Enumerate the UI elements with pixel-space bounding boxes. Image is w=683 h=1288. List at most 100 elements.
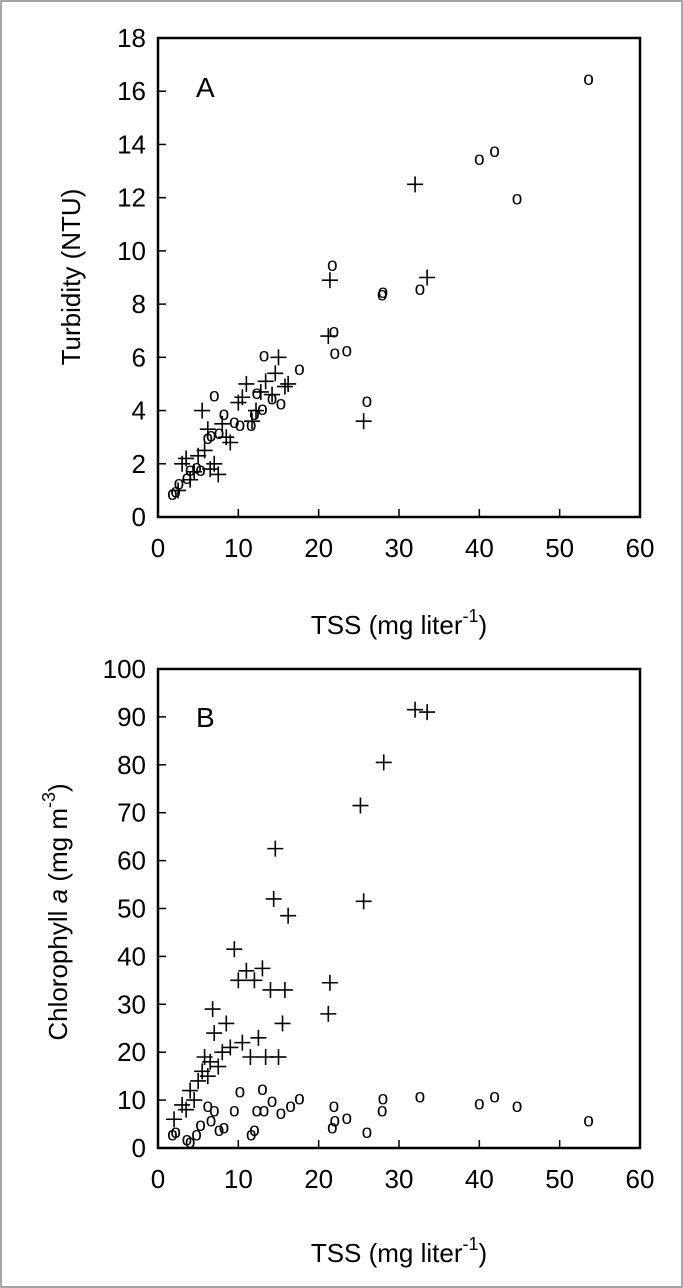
- data-point-circle: o: [229, 412, 240, 433]
- data-point-plus: [214, 415, 231, 432]
- data-point-plus: [234, 389, 251, 406]
- data-point-circle: o: [252, 383, 263, 404]
- y-tick-label: 10: [117, 236, 146, 266]
- x-tick-label: 60: [626, 533, 655, 563]
- data-point-circle: o: [206, 1110, 217, 1131]
- data-point-plus: [222, 434, 239, 451]
- data-point-circle: o: [489, 1086, 500, 1107]
- data-point-plus: [190, 1072, 207, 1089]
- data-point-plus: [320, 328, 337, 345]
- data-point-circle: o: [489, 141, 500, 162]
- data-point-plus: [230, 972, 247, 989]
- data-point-plus: [182, 471, 199, 488]
- data-point-plus: [407, 701, 424, 718]
- data-point-circle: o: [294, 1089, 305, 1110]
- data-point-plus: [375, 754, 392, 771]
- data-point-circle: o: [415, 279, 426, 300]
- data-point-plus: [222, 1039, 239, 1056]
- data-point-circle: o: [185, 1132, 196, 1153]
- data-point-circle: o: [185, 460, 196, 481]
- data-point-circle: o: [191, 457, 202, 478]
- data-point-plus: [178, 450, 195, 467]
- data-point-circle: o: [294, 359, 305, 380]
- data-point-circle: o: [170, 1122, 181, 1143]
- y-tick-label: 4: [132, 396, 146, 426]
- y-tick-label: 40: [117, 941, 146, 971]
- panel-label: B: [196, 702, 215, 733]
- x-tick-label: 40: [465, 533, 494, 563]
- data-point-plus: [170, 482, 187, 499]
- data-point-plus: [238, 962, 255, 979]
- data-point-plus: [210, 466, 227, 483]
- x-tick-label: 60: [626, 1164, 655, 1194]
- data-point-plus: [196, 442, 213, 459]
- data-point-plus: [265, 890, 282, 907]
- data-point-plus: [252, 383, 269, 400]
- data-point-plus: [186, 463, 203, 480]
- data-point-circle: o: [259, 346, 270, 367]
- data-point-plus: [218, 1015, 235, 1032]
- data-point-plus: [254, 960, 271, 977]
- data-point-plus: [174, 1096, 191, 1113]
- y-tick-label: 20: [117, 1037, 146, 1067]
- data-point-circle: o: [377, 284, 388, 305]
- data-point-circle: o: [214, 1120, 225, 1141]
- data-point-plus: [206, 1025, 223, 1042]
- data-point-circle: o: [259, 1101, 270, 1122]
- data-point-circle: o: [182, 1129, 193, 1150]
- y-tick-label: 14: [117, 129, 146, 159]
- y-tick-label: 70: [117, 798, 146, 828]
- data-point-circle: o: [276, 394, 287, 415]
- data-point-plus: [186, 1092, 203, 1109]
- data-point-plus: [264, 386, 281, 403]
- data-point-circle: o: [249, 404, 260, 425]
- x-axis-title: TSS (mg liter-1): [311, 1234, 487, 1268]
- data-point-circle: o: [246, 1125, 257, 1146]
- data-point-circle: o: [276, 1103, 287, 1124]
- data-point-circle: o: [583, 69, 594, 90]
- data-point-plus: [270, 349, 287, 366]
- y-tick-label: 80: [117, 750, 146, 780]
- data-point-circle: o: [203, 1096, 214, 1117]
- data-point-circle: o: [195, 1115, 206, 1136]
- data-point-plus: [320, 1005, 337, 1022]
- y-tick-label: 0: [132, 502, 146, 532]
- data-point-circle: o: [362, 391, 373, 412]
- data-point-plus: [257, 373, 274, 390]
- data-point-circle: o: [252, 1101, 263, 1122]
- y-tick-label: 6: [132, 342, 146, 372]
- data-point-circle: o: [219, 1117, 230, 1138]
- data-point-circle: o: [378, 282, 389, 303]
- y-axis-title: Turbidity (NTU): [56, 189, 86, 366]
- y-tick-label: 10: [117, 1085, 146, 1115]
- data-point-circle: o: [246, 415, 257, 436]
- data-point-plus: [250, 1029, 267, 1046]
- x-tick-label: 20: [304, 1164, 333, 1194]
- data-point-plus: [202, 1053, 219, 1070]
- data-point-circle: o: [341, 1108, 352, 1129]
- y-tick-label: 18: [117, 23, 146, 53]
- data-point-circle: o: [362, 1122, 373, 1143]
- y-tick-label: 60: [117, 846, 146, 876]
- x-tick-label: 10: [224, 1164, 253, 1194]
- y-tick-label: 50: [117, 894, 146, 924]
- panel-b: 0 10 20 30 40 50 60 0 10 20 30 40 50 60 70 80 90 100 B TSS …: [39, 654, 654, 1268]
- data-point-circle: o: [512, 1096, 523, 1117]
- data-point-plus: [248, 402, 265, 419]
- data-point-circle: o: [229, 1101, 240, 1122]
- data-point-circle: o: [257, 399, 268, 420]
- data-point-circle: o: [209, 386, 220, 407]
- data-point-plus: [276, 378, 293, 395]
- data-point-plus: [267, 365, 284, 382]
- data-point-plus: [243, 413, 260, 430]
- y-axis-title: Chlorophyll a (mg m-3): [39, 783, 73, 1040]
- panel-label: A: [196, 72, 215, 103]
- data-point-plus: [226, 941, 243, 958]
- x-tick-label: 30: [385, 1164, 414, 1194]
- data-point-plus: [199, 421, 216, 438]
- x-tick-label: 10: [224, 533, 253, 563]
- data-point-circle: o: [474, 149, 485, 170]
- x-tick-label: 50: [545, 533, 574, 563]
- y-tick-label: 8: [132, 289, 146, 319]
